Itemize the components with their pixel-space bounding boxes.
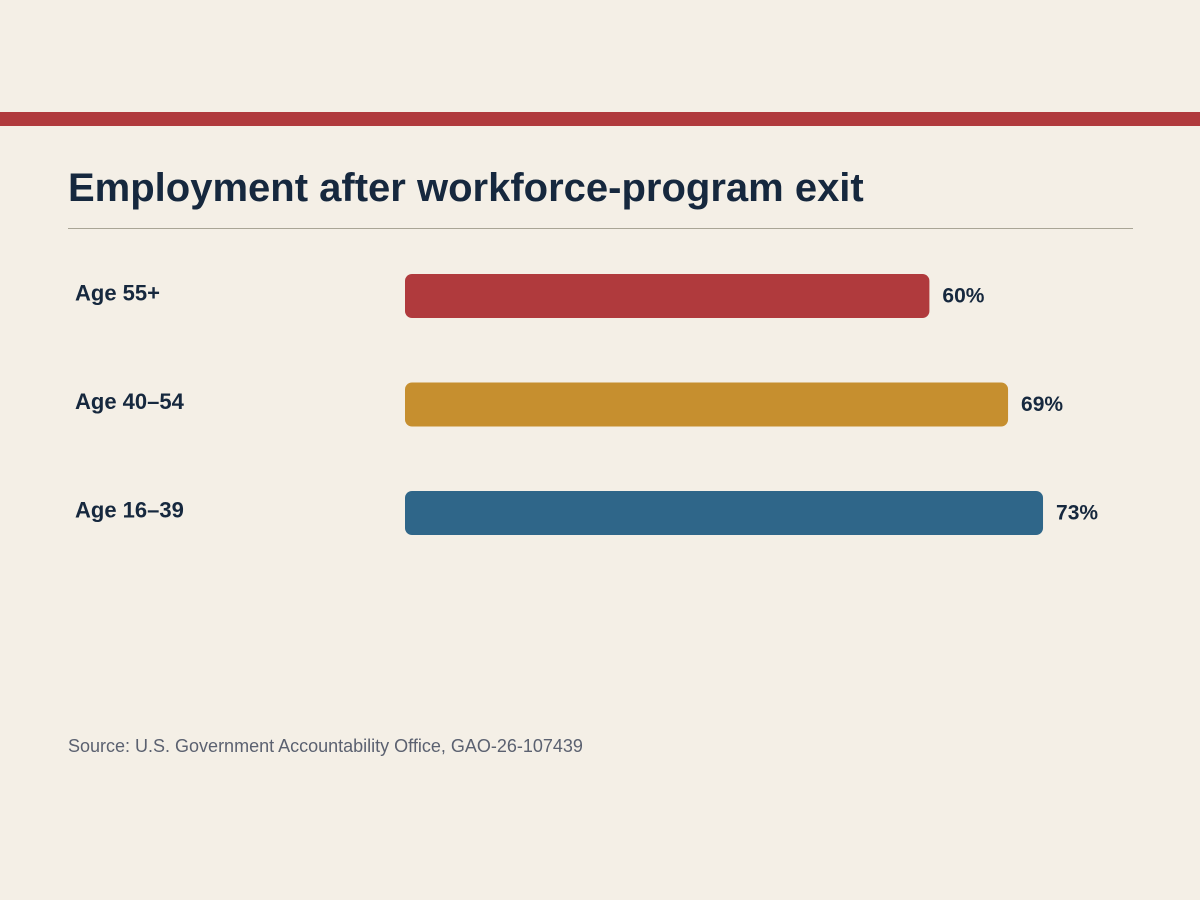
- bar-chart: Age 55+ 60% Age 40–54 69% Age 16–39 73%: [0, 240, 1200, 580]
- chart-title: Employment after workforce-program exit: [68, 166, 864, 210]
- category-label: Age 16–39: [75, 498, 184, 523]
- bar: [405, 382, 1009, 427]
- top-accent-rule: [0, 112, 1200, 126]
- bar-chart-svg: Age 55+ 60% Age 40–54 69% Age 16–39 73%: [75, 274, 1098, 535]
- title-divider: [68, 228, 1133, 229]
- value-label: 60%: [942, 285, 984, 308]
- bar: [405, 491, 1044, 535]
- value-label: 69%: [1021, 393, 1063, 416]
- category-label: Age 40–54: [75, 389, 185, 414]
- value-label: 73%: [1056, 502, 1098, 525]
- bar: [405, 274, 930, 318]
- category-label: Age 55+: [75, 281, 160, 306]
- source-note: Source: U.S. Government Accountability O…: [68, 736, 583, 756]
